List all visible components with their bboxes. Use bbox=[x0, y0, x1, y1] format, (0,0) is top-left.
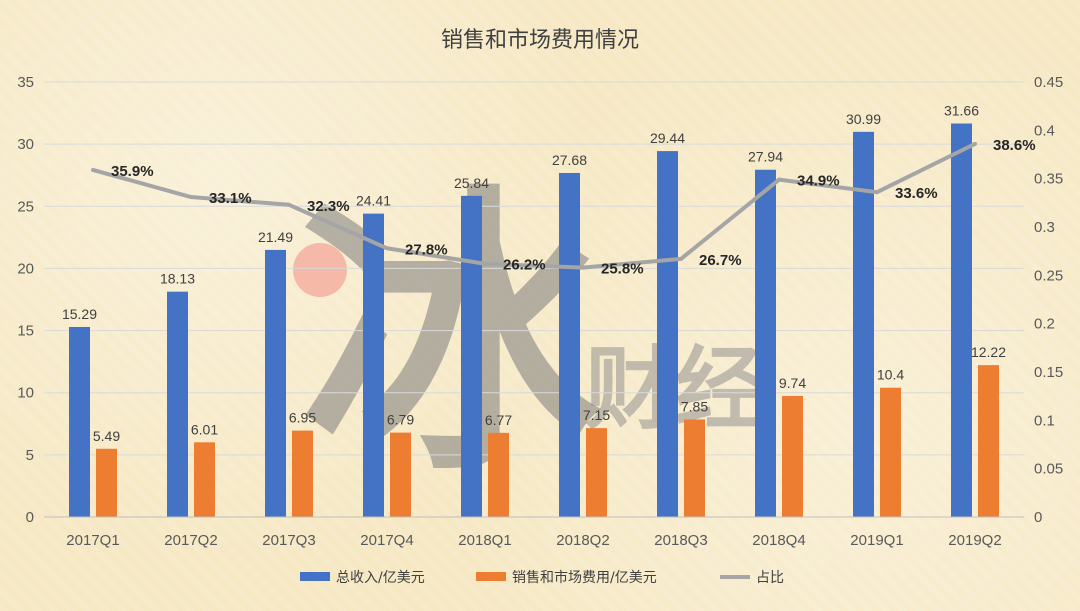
bar-value-label: 9.74 bbox=[779, 375, 806, 391]
bar-revenue bbox=[461, 195, 482, 518]
ratio-value-label: 32.3% bbox=[307, 198, 350, 215]
y-left-tick-label: 10 bbox=[17, 385, 34, 402]
y-left-tick-label: 35 bbox=[17, 74, 34, 91]
y-left-tick-label: 25 bbox=[17, 198, 34, 215]
x-tick-label: 2019Q2 bbox=[948, 532, 1001, 549]
bar-value-label: 10.4 bbox=[877, 367, 904, 383]
bar-value-label: 15.29 bbox=[62, 306, 97, 322]
bar-revenue bbox=[363, 213, 384, 517]
y-right-tick-label: 0 bbox=[1034, 509, 1042, 526]
y-right-tick-label: 0.15 bbox=[1034, 364, 1063, 381]
bar-sales-marketing bbox=[292, 430, 313, 517]
bar-value-label: 6.77 bbox=[485, 412, 512, 428]
chart-title: 销售和市场费用情况 bbox=[440, 28, 639, 53]
ratio-point bbox=[189, 195, 193, 200]
bar-value-label: 12.22 bbox=[971, 344, 1006, 360]
x-tick-label: 2018Q2 bbox=[556, 532, 609, 549]
ratio-point bbox=[777, 177, 781, 182]
x-tick-label: 2017Q4 bbox=[360, 532, 413, 549]
bar-revenue bbox=[265, 249, 286, 517]
bar-sales-marketing bbox=[96, 448, 117, 517]
x-tick-label: 2018Q1 bbox=[458, 532, 511, 549]
ratio-value-label: 33.1% bbox=[209, 190, 252, 207]
ratio-point bbox=[875, 190, 879, 195]
ratio-point bbox=[581, 265, 585, 270]
ratio-value-label: 26.2% bbox=[503, 257, 546, 274]
bar-value-label: 29.44 bbox=[650, 130, 685, 146]
bar-value-label: 30.99 bbox=[846, 111, 881, 127]
ratio-point bbox=[385, 246, 389, 251]
bar-sales-marketing bbox=[194, 442, 215, 517]
bar-value-label: 21.49 bbox=[258, 229, 293, 245]
bar-value-label: 7.15 bbox=[583, 407, 610, 423]
bar-value-label: 31.66 bbox=[944, 103, 979, 119]
ratio-point bbox=[483, 261, 487, 266]
x-tick-label: 2017Q3 bbox=[262, 532, 315, 549]
ratio-point bbox=[679, 256, 683, 261]
bar-revenue bbox=[657, 151, 678, 518]
y-right-tick-label: 0.4 bbox=[1034, 122, 1055, 139]
bar-revenue bbox=[951, 123, 972, 518]
y-left-tick-label: 30 bbox=[17, 136, 34, 153]
y-right-tick-label: 0.35 bbox=[1034, 171, 1063, 188]
bar-sales-marketing bbox=[586, 428, 607, 517]
bar-revenue bbox=[755, 169, 776, 517]
x-tick-label: 2018Q4 bbox=[752, 532, 805, 549]
y-left-tick-label: 0 bbox=[26, 509, 34, 526]
bar-value-label: 25.84 bbox=[454, 175, 489, 191]
legend-entry: 占比 bbox=[756, 570, 784, 586]
x-tick-label: 2018Q3 bbox=[654, 532, 707, 549]
bar-sales-marketing bbox=[880, 387, 901, 517]
ratio-line bbox=[92, 142, 976, 270]
ratio-value-label: 25.8% bbox=[601, 261, 644, 278]
y-right-tick-label: 0.25 bbox=[1034, 267, 1063, 284]
watermark-dot bbox=[293, 243, 347, 297]
y-left-tick-label: 5 bbox=[26, 447, 34, 464]
y-right-tick-label: 0.45 bbox=[1034, 74, 1063, 91]
y-right-tick-label: 0.2 bbox=[1034, 316, 1055, 333]
bar-sales-marketing bbox=[488, 432, 509, 517]
bar-revenue bbox=[559, 172, 580, 517]
y-left-tick-label: 20 bbox=[17, 260, 34, 277]
bar-revenue bbox=[853, 131, 874, 518]
legend-entry: 总收入/亿美元 bbox=[336, 570, 425, 586]
ratio-point bbox=[287, 202, 291, 207]
bar-value-label: 27.68 bbox=[552, 152, 587, 168]
ratio-value-label: 34.9% bbox=[797, 173, 840, 190]
y-right-tick-label: 0.1 bbox=[1034, 412, 1055, 429]
ratio-point bbox=[91, 167, 95, 172]
y-right-tick-label: 0.05 bbox=[1034, 461, 1063, 478]
legend-swatch bbox=[476, 572, 506, 581]
ratio-value-label: 35.9% bbox=[111, 163, 154, 180]
ratio-value-label: 26.7% bbox=[699, 252, 742, 269]
bar-revenue bbox=[167, 291, 188, 517]
legend-entry: 销售和市场费用/亿美元 bbox=[512, 569, 657, 586]
bar-sales-marketing bbox=[390, 432, 411, 517]
x-tick-label: 2017Q2 bbox=[164, 532, 217, 549]
bar-value-label: 6.01 bbox=[191, 421, 218, 437]
bar-value-label: 27.94 bbox=[748, 149, 783, 165]
bar-value-label: 7.85 bbox=[681, 398, 708, 414]
bar-value-label: 6.79 bbox=[387, 412, 414, 428]
bar-sales-marketing bbox=[782, 395, 803, 517]
bar-value-label: 18.13 bbox=[160, 271, 195, 287]
ratio-value-label: 33.6% bbox=[895, 185, 938, 202]
bar-sales-marketing bbox=[978, 365, 999, 517]
bar-value-label: 5.49 bbox=[93, 428, 120, 444]
bar-sales-marketing bbox=[684, 419, 705, 517]
bar-revenue bbox=[69, 326, 90, 517]
watermark-logo-glyph: 冰 bbox=[300, 162, 605, 511]
legend-swatch bbox=[300, 572, 330, 581]
x-tick-label: 2019Q1 bbox=[850, 532, 903, 549]
x-tick-label: 2017Q1 bbox=[66, 532, 119, 549]
y-left-tick-label: 15 bbox=[17, 323, 34, 340]
ratio-value-label: 27.8% bbox=[405, 241, 448, 258]
bar-value-label: 6.95 bbox=[289, 410, 316, 426]
bar-value-label: 24.41 bbox=[356, 193, 391, 209]
ratio-value-label: 38.6% bbox=[993, 137, 1036, 154]
ratio-point bbox=[973, 141, 977, 146]
y-right-tick-label: 0.3 bbox=[1034, 219, 1055, 236]
